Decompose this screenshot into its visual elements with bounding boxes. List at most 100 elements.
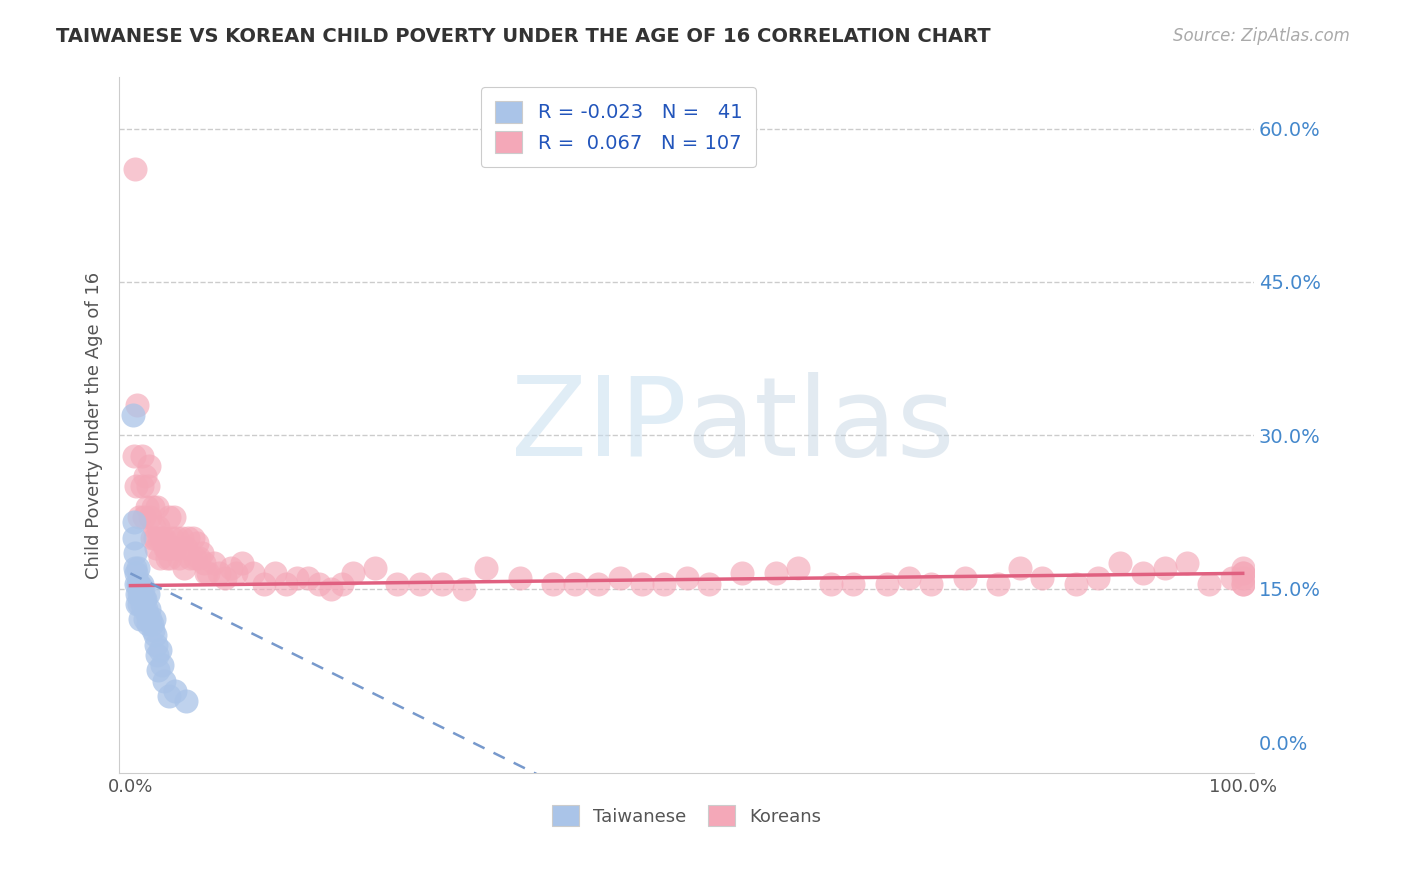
Point	[1153, 561, 1175, 575]
Point	[149, 643, 172, 657]
Point	[134, 591, 156, 606]
Point	[953, 572, 976, 586]
Point	[155, 541, 177, 555]
Point	[1232, 566, 1254, 581]
Point	[128, 576, 150, 591]
Point	[219, 561, 242, 575]
Point	[675, 572, 697, 586]
Point	[135, 602, 157, 616]
Point	[132, 591, 155, 606]
Point	[136, 479, 159, 493]
Point	[122, 449, 145, 463]
Point	[876, 576, 898, 591]
Point	[141, 531, 163, 545]
Point	[920, 576, 942, 591]
Point	[150, 531, 173, 545]
Point	[125, 479, 148, 493]
Point	[150, 658, 173, 673]
Point	[173, 561, 195, 575]
Point	[898, 572, 921, 586]
Point	[342, 566, 364, 581]
Point	[1232, 576, 1254, 591]
Point	[430, 576, 453, 591]
Point	[274, 576, 297, 591]
Point	[364, 561, 387, 575]
Point	[136, 617, 159, 632]
Point	[408, 576, 430, 591]
Point	[1232, 576, 1254, 591]
Point	[124, 561, 146, 575]
Point	[143, 531, 166, 545]
Point	[145, 638, 167, 652]
Point	[786, 561, 808, 575]
Point	[162, 541, 184, 555]
Point	[1031, 572, 1053, 586]
Point	[131, 576, 153, 591]
Point	[125, 576, 148, 591]
Point	[124, 162, 146, 177]
Point	[842, 576, 865, 591]
Point	[193, 556, 215, 570]
Point	[820, 576, 842, 591]
Point	[170, 531, 193, 545]
Y-axis label: Child Poverty Under the Age of 16: Child Poverty Under the Age of 16	[86, 271, 103, 579]
Point	[308, 576, 330, 591]
Point	[152, 531, 174, 545]
Point	[731, 566, 754, 581]
Legend: Taiwanese, Koreans: Taiwanese, Koreans	[544, 798, 828, 833]
Point	[652, 576, 675, 591]
Point	[153, 541, 176, 555]
Point	[142, 612, 165, 626]
Point	[136, 500, 159, 514]
Point	[131, 597, 153, 611]
Point	[152, 673, 174, 688]
Point	[166, 531, 188, 545]
Point	[121, 408, 143, 422]
Point	[253, 576, 276, 591]
Text: Source: ZipAtlas.com: Source: ZipAtlas.com	[1173, 27, 1350, 45]
Point	[987, 576, 1010, 591]
Point	[125, 597, 148, 611]
Point	[149, 551, 172, 566]
Point	[157, 541, 180, 555]
Point	[214, 572, 236, 586]
Point	[122, 515, 145, 529]
Point	[142, 623, 165, 637]
Point	[134, 469, 156, 483]
Point	[202, 556, 225, 570]
Point	[125, 566, 148, 581]
Point	[174, 541, 197, 555]
Point	[157, 689, 180, 703]
Point	[125, 398, 148, 412]
Point	[128, 587, 150, 601]
Point	[1010, 561, 1032, 575]
Point	[609, 572, 631, 586]
Point	[330, 576, 353, 591]
Point	[225, 566, 247, 581]
Point	[124, 546, 146, 560]
Point	[146, 500, 169, 514]
Point	[159, 551, 181, 566]
Point	[169, 551, 191, 566]
Text: ZIP: ZIP	[510, 372, 686, 479]
Point	[285, 572, 308, 586]
Point	[148, 664, 170, 678]
Point	[765, 566, 787, 581]
Text: TAIWANESE VS KOREAN CHILD POVERTY UNDER THE AGE OF 16 CORRELATION CHART: TAIWANESE VS KOREAN CHILD POVERTY UNDER …	[56, 27, 991, 45]
Point	[195, 566, 218, 581]
Point	[264, 566, 287, 581]
Point	[541, 576, 564, 591]
Point	[131, 582, 153, 596]
Point	[1132, 566, 1154, 581]
Point	[509, 572, 531, 586]
Point	[128, 597, 150, 611]
Point	[163, 541, 186, 555]
Point	[139, 510, 162, 524]
Point	[475, 561, 498, 575]
Point	[1198, 576, 1220, 591]
Point	[143, 628, 166, 642]
Point	[127, 576, 149, 591]
Point	[142, 500, 165, 514]
Point	[136, 607, 159, 622]
Point	[132, 510, 155, 524]
